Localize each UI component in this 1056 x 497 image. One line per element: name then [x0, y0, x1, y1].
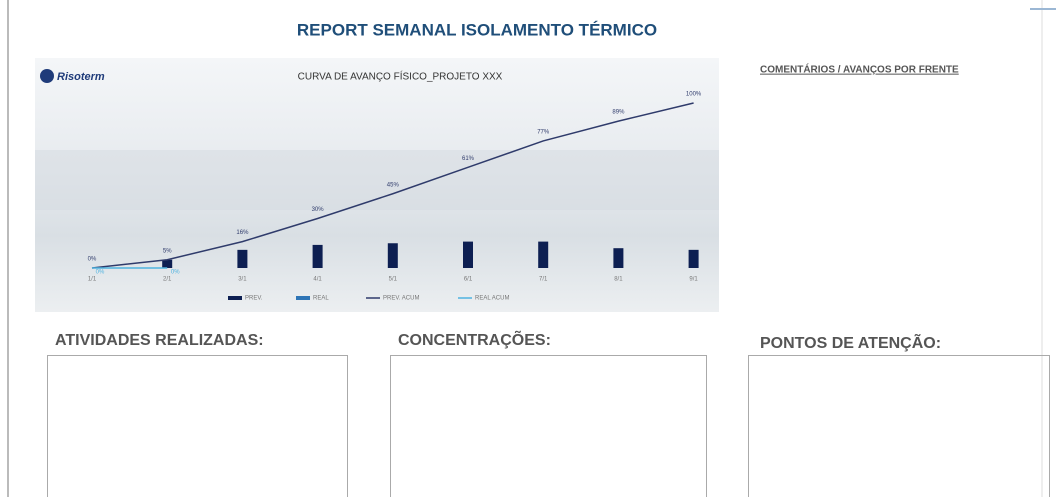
logo-icon [40, 69, 54, 83]
x-tick-label: 2/1 [163, 277, 172, 283]
bar [613, 248, 623, 268]
data-label: 89% [612, 110, 625, 116]
bar [313, 245, 323, 268]
page-title: REPORT SEMANAL ISOLAMENTO TÉRMICO [297, 20, 657, 39]
legend-swatch [228, 296, 242, 300]
bar [162, 260, 172, 268]
section-title: ATIVIDADES REALIZADAS: [55, 332, 264, 349]
x-tick-label: 7/1 [539, 277, 548, 283]
legend-label: PREV. ACUM [383, 296, 419, 302]
page: REPORT SEMANAL ISOLAMENTO TÉRMICO Risote… [0, 0, 1056, 497]
bar [689, 250, 699, 268]
x-tick-label: 5/1 [389, 277, 398, 283]
logo: Risoterm [57, 71, 105, 83]
chart-photo [35, 150, 719, 210]
x-tick-label: 3/1 [238, 277, 247, 283]
legend-label: REAL [313, 296, 329, 302]
data-label: 0% [96, 270, 105, 276]
legend-label: PREV. [245, 296, 263, 302]
data-label: 0% [171, 270, 180, 276]
data-label: 77% [537, 130, 550, 136]
legend-swatch [296, 296, 310, 300]
data-label: 5% [163, 248, 172, 254]
x-tick-label: 9/1 [689, 277, 698, 283]
bar [463, 242, 473, 268]
data-label: 100% [686, 92, 702, 98]
chart-title: CURVA DE AVANÇO FÍSICO_PROJETO XXX [298, 70, 503, 83]
bar [538, 242, 548, 268]
data-label: 16% [236, 230, 249, 236]
legend-label: REAL ACUM [475, 296, 509, 302]
x-tick-label: 8/1 [614, 277, 623, 283]
bar [237, 250, 247, 268]
x-tick-label: 1/1 [88, 277, 97, 283]
data-label: 30% [312, 207, 325, 213]
x-tick-label: 4/1 [313, 277, 322, 283]
x-tick-label: 6/1 [464, 277, 473, 283]
data-label: 45% [387, 182, 400, 188]
data-label: 0% [88, 257, 97, 263]
comments-title: COMENTÁRIOS / AVANÇOS POR FRENTE [760, 63, 959, 76]
section-title: CONCENTRAÇÕES: [398, 329, 551, 349]
section-title: PONTOS DE ATENÇÃO: [760, 332, 941, 352]
data-label: 61% [462, 156, 475, 162]
bar [388, 243, 398, 268]
